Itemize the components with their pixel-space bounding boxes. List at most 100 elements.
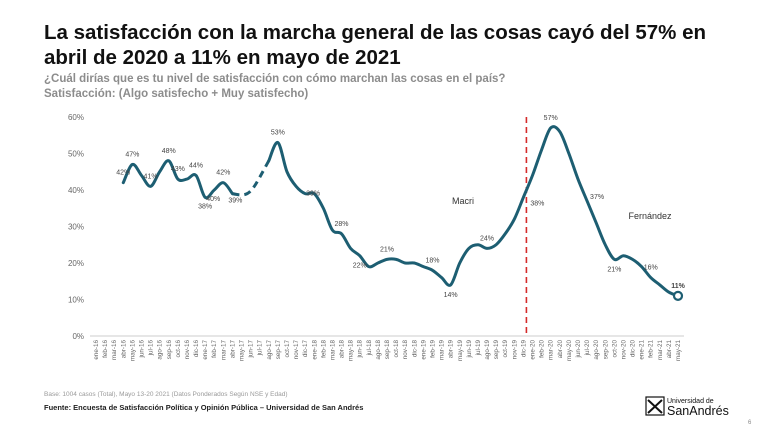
data-label: 38%	[530, 200, 544, 207]
x-tick-label: mar-17	[220, 340, 227, 360]
y-tick-label: 20%	[68, 259, 84, 268]
data-label: 14%	[444, 292, 458, 299]
x-tick-label: nov-20	[620, 340, 627, 360]
data-label: 21%	[607, 266, 621, 273]
subtitle: Satisfacción: (Algo satisfecho + Muy sat…	[44, 88, 309, 100]
x-tick-label: jul-16	[148, 340, 155, 357]
data-label: 42%	[116, 170, 130, 177]
x-tick-label: abr-20	[557, 340, 564, 359]
x-tick-label: jun-19	[466, 340, 473, 359]
data-label: 16%	[644, 265, 658, 272]
period-annotation: Macri	[452, 196, 474, 206]
logo: Universidad de SanAndrés	[645, 396, 729, 418]
x-tick-label: abr-16	[120, 340, 127, 359]
x-tick-label: feb-17	[211, 340, 218, 358]
x-tick-label: dic-17	[302, 340, 309, 358]
x-tick-label: may-19	[457, 340, 464, 361]
y-tick-label: 50%	[68, 150, 84, 159]
data-label: 24%	[480, 235, 494, 242]
x-tick-label: jul-20	[584, 340, 591, 357]
x-tick-label: may-21	[675, 340, 682, 361]
x-tick-label: feb-20	[539, 340, 546, 358]
x-tick-label: abr-19	[448, 340, 455, 359]
gap-connector	[232, 160, 271, 197]
logo-cross	[647, 399, 663, 414]
x-tick-label: jun-16	[138, 340, 145, 359]
x-tick-label: ene-17	[202, 340, 209, 360]
x-tick-label: nov-18	[402, 340, 409, 360]
x-tick-label: abr-21	[666, 340, 673, 359]
x-tick-label: mar-20	[548, 340, 555, 360]
x-tick-label: abr-17	[229, 340, 236, 359]
x-tick-label: oct-16	[175, 340, 182, 358]
x-tick-label: oct-18	[393, 340, 400, 358]
x-tick-label: jun-18	[357, 340, 364, 359]
data-label: 48%	[162, 148, 176, 155]
logo-text: SanAndrés	[667, 404, 729, 418]
x-tick-label: jul-17	[257, 340, 264, 357]
x-tick-label: jun-17	[248, 340, 255, 359]
data-label: 44%	[189, 162, 203, 169]
data-label: 38%	[198, 203, 212, 210]
x-tick-label: nov-19	[511, 340, 518, 360]
x-tick-label: nov-16	[184, 340, 191, 360]
x-tick-label: dic-18	[411, 340, 418, 358]
data-label: 21%	[380, 246, 394, 253]
x-tick-label: jul-18	[366, 340, 373, 357]
x-tick-label: ago-20	[593, 340, 600, 360]
x-tick-label: ene-18	[311, 340, 318, 360]
x-tick-label: may-17	[239, 340, 246, 361]
page-number: 6	[748, 420, 752, 426]
x-tick-label: ene-19	[420, 340, 427, 360]
x-tick-label: mar-16	[111, 340, 118, 360]
data-label: 39%	[306, 191, 320, 198]
base-note: Base: 1004 casos (Total), Mayo 13-20 202…	[44, 391, 288, 398]
x-tick-label: sep-19	[493, 340, 500, 360]
source: Fuente: Encuesta de Satisfacción Polític…	[44, 403, 364, 412]
x-tick-label: may-18	[348, 340, 355, 361]
x-tick-label: oct-20	[611, 340, 618, 358]
x-tick-label: sep-20	[602, 340, 609, 360]
data-label: 11%	[671, 283, 685, 290]
slide-title: La satisfacción con la marcha general de…	[44, 21, 707, 69]
y-tick-label: 30%	[68, 223, 84, 232]
y-tick-label: 40%	[68, 186, 84, 195]
subtitle: ¿Cuál dirías que es tu nivel de satisfac…	[44, 73, 506, 85]
x-tick-label: sep-16	[166, 340, 173, 360]
data-label: 28%	[335, 221, 349, 228]
data-label: 43%	[171, 166, 185, 173]
x-tick-label: sep-17	[275, 340, 282, 360]
x-tick-label: nov-17	[293, 340, 300, 360]
x-tick-label: may-16	[129, 340, 136, 361]
x-tick-label: dic-19	[520, 340, 527, 358]
x-tick-label: ene-16	[93, 340, 100, 360]
data-label: 47%	[125, 151, 139, 158]
x-tick-label: may-20	[566, 340, 573, 361]
x-tick-label: feb-21	[648, 340, 655, 358]
x-tick-label: ago-18	[375, 340, 382, 360]
x-tick-label: feb-16	[102, 340, 109, 358]
data-label: 42%	[216, 170, 230, 177]
x-tick-label: mar-18	[329, 340, 336, 360]
end-marker	[672, 290, 684, 301]
x-tick-label: ene-20	[530, 340, 537, 360]
data-label: 57%	[544, 115, 558, 122]
data-label: 37%	[590, 194, 604, 201]
x-tick-label: oct-17	[284, 340, 291, 358]
data-label: 41%	[144, 173, 158, 180]
x-tick-label: ago-17	[266, 340, 273, 360]
x-tick-label: ene-21	[639, 340, 646, 360]
data-label: 39%	[228, 198, 242, 205]
line-series	[121, 125, 680, 298]
data-label: 53%	[271, 130, 285, 137]
x-tick-label: dic-20	[630, 340, 637, 358]
x-tick-label: ago-16	[157, 340, 164, 360]
y-tick-label: 0%	[72, 332, 84, 341]
x-tick-label: jul-19	[475, 340, 482, 357]
x-tick-label: mar-19	[439, 340, 446, 360]
x-tick-label: dic-16	[193, 340, 200, 358]
logo-text: Universidad de	[667, 398, 714, 405]
x-tick-label: oct-19	[502, 340, 509, 358]
y-tick-label: 60%	[68, 113, 84, 122]
